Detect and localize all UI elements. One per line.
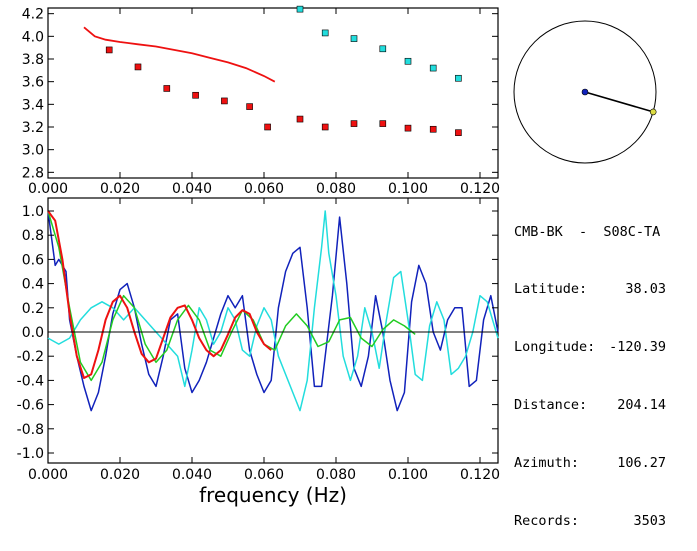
- velocity-point: [221, 97, 228, 105]
- y-tick-label: 3.0: [22, 143, 44, 159]
- y-tick-label: -0.8: [17, 422, 44, 438]
- y-tick-label: 3.8: [22, 52, 44, 68]
- info-value: 204.14: [617, 397, 666, 414]
- velocity-point: [192, 91, 199, 99]
- azimuth-dial: [513, 20, 657, 164]
- y-tick-label: 0.6: [22, 252, 44, 268]
- velocity-curve: [83, 26, 276, 83]
- y-tick-label: 4.2: [22, 7, 44, 23]
- x-tick-label: 0.100: [388, 181, 428, 197]
- velocity-point: [379, 120, 387, 127]
- velocity-point: [379, 45, 387, 53]
- y-tick-label: 3.2: [22, 120, 44, 136]
- velocity-point: [163, 85, 171, 92]
- y-tick-label: 3.4: [22, 97, 44, 113]
- velocity-point: [404, 57, 412, 65]
- velocity-point: [429, 125, 437, 133]
- x-tick-label: 0.100: [388, 467, 428, 483]
- velocity-point: [246, 103, 253, 110]
- velocity-frame: [47, 7, 499, 179]
- velocity-point: [321, 29, 329, 37]
- y-tick-label: -0.6: [17, 398, 44, 414]
- velocity-panel: 2.8 3.0 3.2 3.4 3.6 3.8 4.0 4.2 0.000 0.020 0.040…: [22, 5, 500, 197]
- velocity-point: [455, 129, 462, 136]
- y-tick-label: 3.6: [22, 75, 44, 91]
- velocity-point: [350, 120, 358, 127]
- velocity-point: [404, 124, 412, 132]
- velocity-point: [296, 5, 304, 13]
- x-tick-label: 0.040: [172, 181, 212, 197]
- info-value: 3503: [633, 513, 666, 530]
- x-tick-label: 0.080: [316, 181, 356, 197]
- info-row-records: Records: 3503: [514, 512, 666, 531]
- info-value: -120.39: [609, 339, 666, 356]
- velocity-x-ticks: 0.000 0.020 0.040 0.060 0.080 0.100 0.120: [28, 8, 500, 197]
- velocity-point: [321, 123, 329, 131]
- velocity-point: [105, 46, 113, 54]
- y-tick-label: 1.0: [22, 204, 44, 220]
- x-tick-label: 0.080: [316, 467, 356, 483]
- correlation-trace-cyan: [47, 210, 499, 412]
- station-info: CMB-BK - S08C-TA Latitude: 38.03 Longitud…: [514, 184, 666, 551]
- azimuth-line: [584, 91, 654, 113]
- info-label: Azimuth:: [514, 455, 580, 472]
- x-tick-label: 0.060: [244, 181, 284, 197]
- velocity-point: [296, 115, 304, 123]
- azimuth-end-dot: [649, 108, 657, 116]
- x-tick-label: 0.000: [28, 467, 68, 483]
- seismic-figure: 2.8 3.0 3.2 3.4 3.6 3.8 4.0 4.2 0.000 0.020 0.040…: [17, 5, 657, 507]
- velocity-series: [83, 5, 462, 136]
- correlation-x-ticks: 0.000 0.020 0.040 0.060 0.080 0.100 0.120: [28, 198, 500, 483]
- correlation-trace-green: [47, 210, 416, 382]
- info-value: 106.27: [617, 455, 666, 472]
- info-label: Longitude:: [514, 339, 596, 356]
- info-row-latitude: Latitude: 38.03: [514, 280, 666, 299]
- info-label: Records:: [514, 513, 580, 530]
- correlation-series: [47, 210, 499, 412]
- y-tick-label: 2.8: [22, 165, 44, 181]
- y-tick-label: 0.0: [22, 325, 44, 341]
- x-tick-label: 0.120: [460, 467, 500, 483]
- y-tick-label: 0.8: [22, 228, 44, 244]
- info-label: Distance:: [514, 397, 588, 414]
- correlation-panel: 1.0 0.8 0.6 0.4 0.2 0.0 -0.2 -0.4 -0.6 -0.8 -1.0 0…: [17, 197, 500, 507]
- correlation-trace-red: [47, 210, 272, 379]
- y-tick-label: -0.4: [17, 373, 44, 389]
- velocity-point: [429, 64, 437, 72]
- velocity-point: [455, 74, 462, 82]
- y-tick-label: -0.2: [17, 349, 44, 365]
- dial-circle: [513, 20, 657, 164]
- velocity-point: [264, 123, 271, 131]
- x-tick-label: 0.020: [100, 467, 140, 483]
- velocity-point: [350, 35, 358, 42]
- y-tick-label: 0.4: [22, 277, 44, 293]
- x-axis-label: frequency (Hz): [199, 483, 347, 507]
- y-tick-label: 4.0: [22, 29, 44, 45]
- x-tick-label: 0.020: [100, 181, 140, 197]
- info-row-azimuth: Azimuth: 106.27: [514, 454, 666, 473]
- correlation-y-ticks: 1.0 0.8 0.6 0.4 0.2 0.0 -0.2 -0.4 -0.6 -0.8 -1.0: [17, 204, 498, 462]
- info-value: 38.03: [625, 281, 666, 298]
- info-row-distance: Distance: 204.14: [514, 396, 666, 415]
- x-tick-label: 0.120: [460, 181, 500, 197]
- station-title: CMB-BK - S08C-TA: [514, 223, 661, 240]
- info-label: Latitude:: [514, 281, 588, 298]
- dial-center-dot: [581, 88, 589, 96]
- y-tick-label: 0.2: [22, 301, 44, 317]
- velocity-y-ticks: 2.8 3.0 3.2 3.4 3.6 3.8 4.0 4.2: [22, 7, 498, 181]
- x-tick-label: 0.040: [172, 467, 212, 483]
- x-tick-label: 0.000: [28, 181, 68, 197]
- info-row-longitude: Longitude: -120.39: [514, 338, 666, 357]
- x-tick-label: 0.060: [244, 467, 284, 483]
- y-tick-label: -1.0: [17, 446, 44, 462]
- velocity-point: [134, 63, 142, 71]
